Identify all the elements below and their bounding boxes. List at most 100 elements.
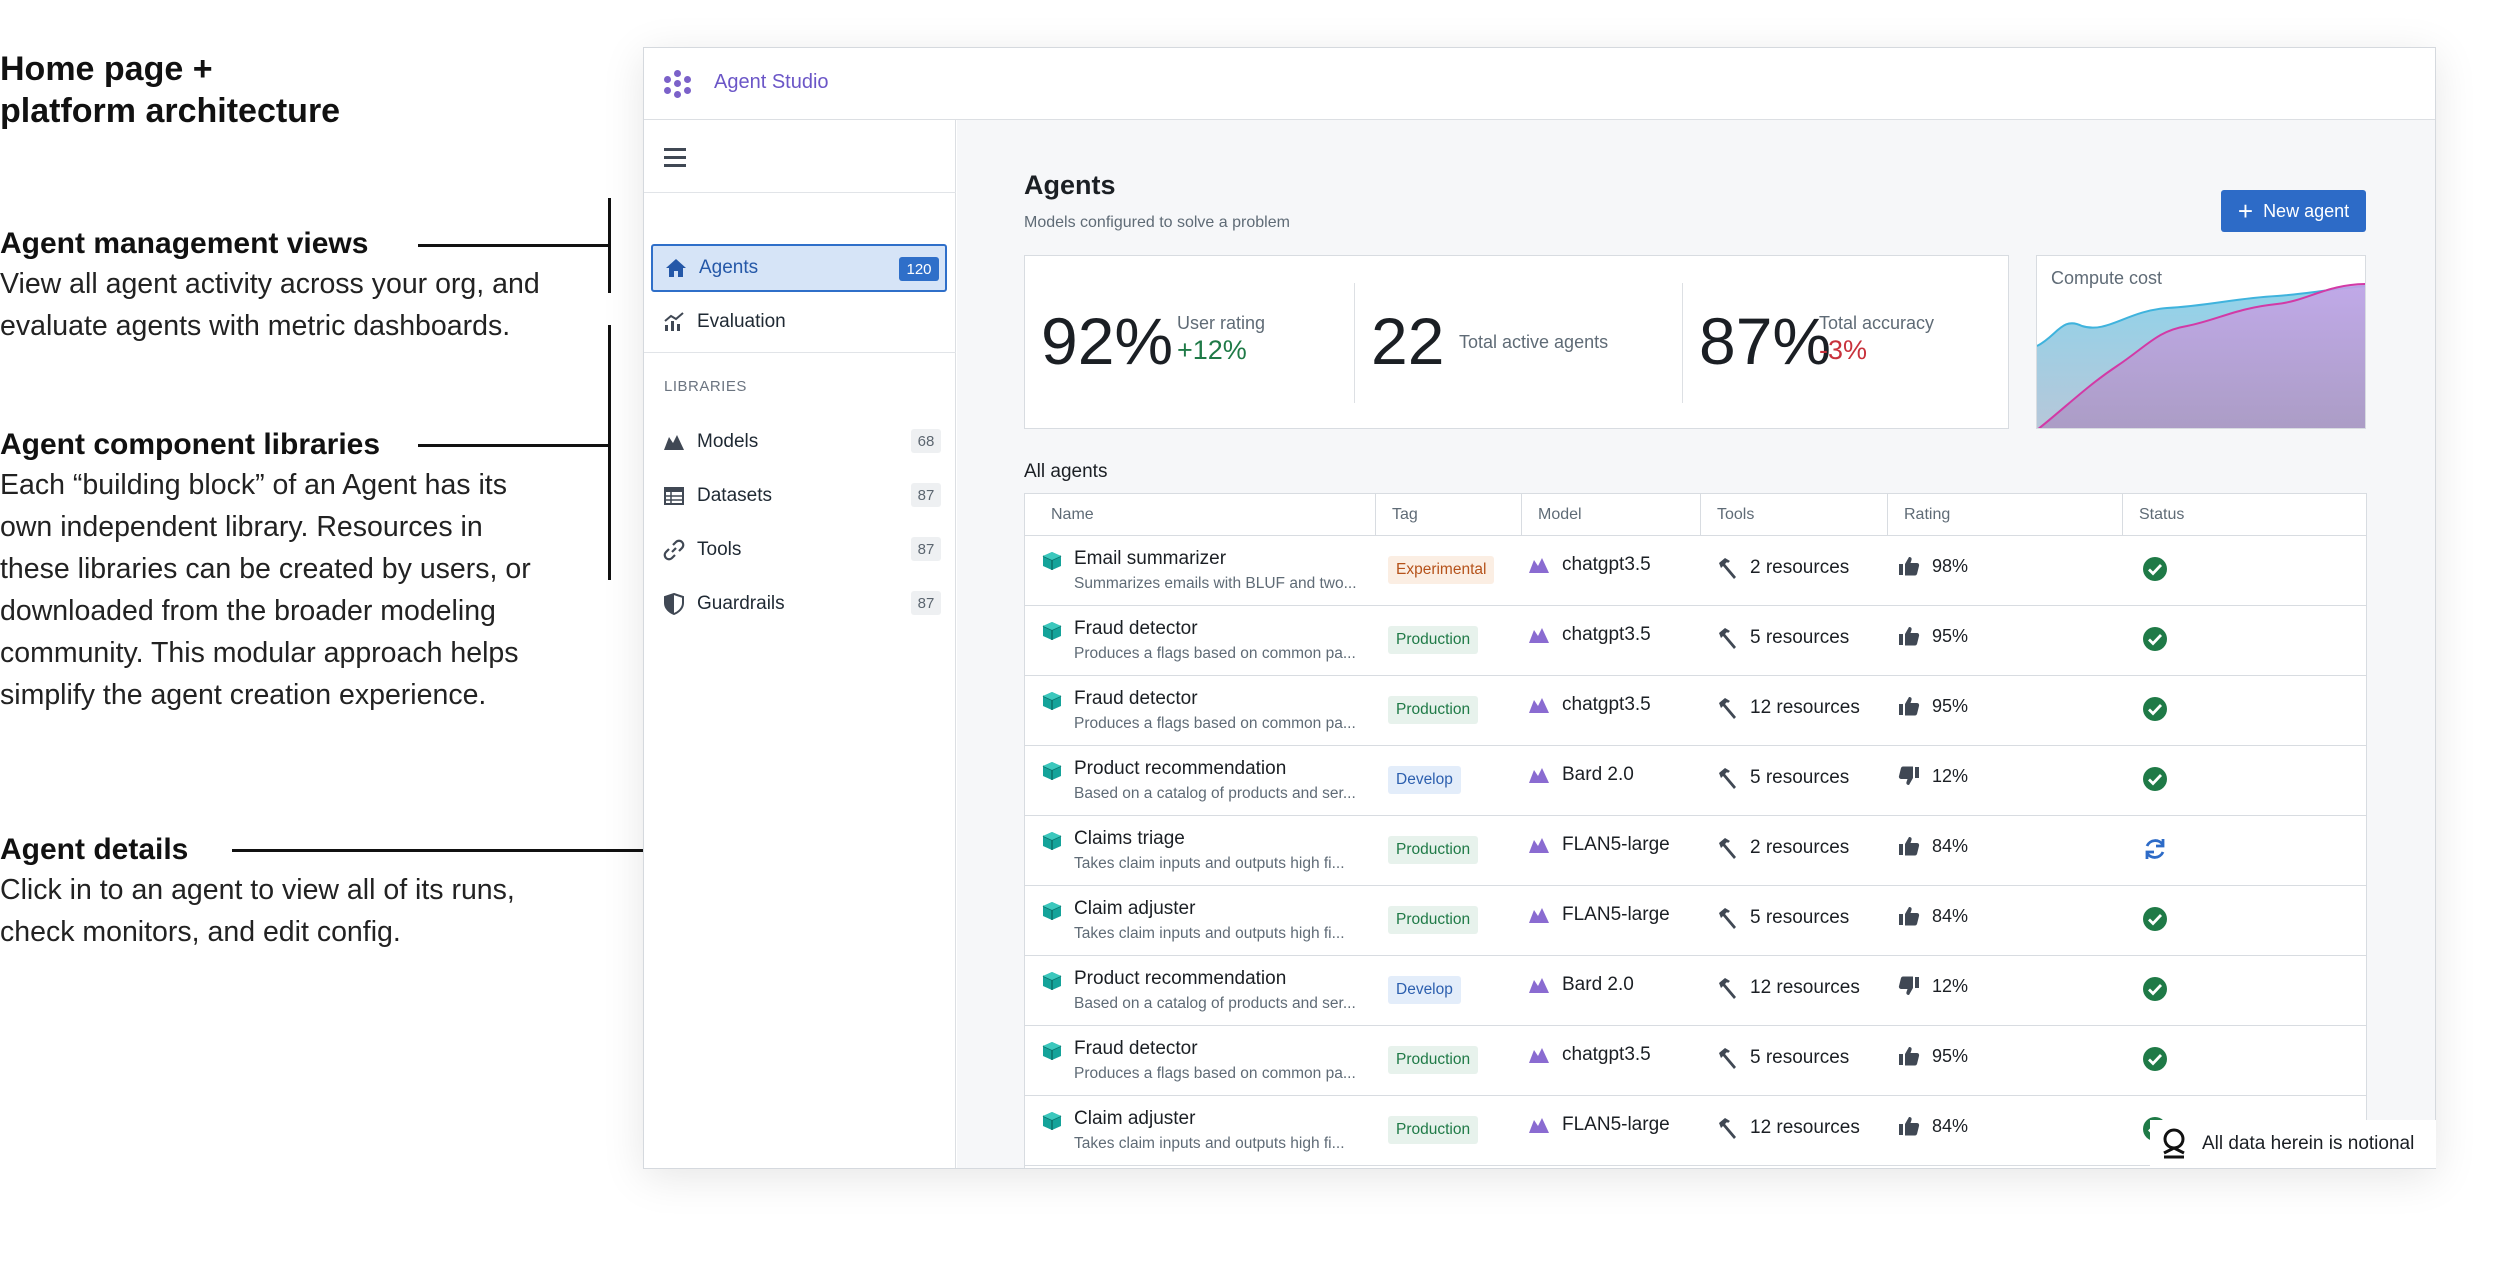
table-row[interactable]: Email summarizer Summarizes emails with B… — [1025, 536, 2366, 606]
agent-name[interactable]: Fraud detector — [1074, 688, 1198, 709]
annotation-bracket — [608, 325, 611, 580]
tools-cell: 2 resources — [1716, 836, 1849, 860]
agent-name[interactable]: Claim adjuster — [1074, 898, 1196, 919]
agent-description: Produces a flags based on common pa... — [1074, 645, 1356, 662]
model-name: FLAN5-large — [1562, 1114, 1670, 1135]
agent-cube-icon — [1042, 691, 1062, 711]
compute-cost-card[interactable]: Compute cost — [2036, 255, 2366, 429]
tools-cell: 5 resources — [1716, 1046, 1849, 1070]
divider — [1682, 283, 1683, 403]
agent-name[interactable]: Email summarizer — [1074, 548, 1227, 569]
stat-label: User rating — [1177, 313, 1266, 333]
agent-name[interactable]: Fraud detector — [1074, 618, 1198, 639]
sidebar-item-label: Models — [697, 431, 759, 452]
agent-name[interactable]: Claims triage — [1074, 828, 1185, 849]
count-badge: 68 — [911, 429, 941, 453]
thumbs-up-icon — [1898, 835, 1932, 857]
agent-cube-icon — [1042, 621, 1062, 641]
table-row[interactable]: Product recommendation Based on a catalog… — [1025, 746, 2366, 816]
agent-description: Summarizes emails with BLUF and two... — [1074, 575, 1357, 592]
annotation-component-libraries: Agent component libraries Each “building… — [0, 426, 590, 716]
status-success-icon — [2142, 626, 2168, 652]
column-header-model[interactable]: Model — [1521, 494, 1582, 536]
agent-name[interactable]: Claim adjuster — [1074, 1108, 1196, 1129]
plus-icon: + — [2237, 196, 2254, 226]
annotation-line: Each “building block” of an Agent has it… — [0, 469, 507, 501]
column-header-rating[interactable]: Rating — [1887, 494, 1950, 536]
rating-cell: 12% — [1898, 765, 1968, 787]
column-header-status[interactable]: Status — [2122, 494, 2184, 536]
agent-name[interactable]: Product recommendation — [1074, 968, 1287, 989]
thumbs-up-icon — [1898, 1045, 1932, 1067]
sidebar-item-datasets[interactable]: Datasets 87 — [651, 472, 947, 520]
annotation-title-line-1: Home page + — [0, 50, 213, 88]
column-header-name[interactable]: Name — [1051, 506, 1094, 523]
agent-name[interactable]: Product recommendation — [1074, 758, 1287, 779]
annotation-agent-details: Agent details Click in to an agent to vi… — [0, 831, 590, 953]
table-row[interactable]: Fraud detector Produces a flags based on … — [1025, 606, 2366, 676]
compute-cost-sparkline — [2037, 283, 2365, 428]
model-cell: Bard 2.0 — [1528, 764, 1634, 786]
thumbs-up-icon — [1898, 1115, 1932, 1137]
stat-label: Total accuracy — [1819, 313, 1935, 333]
table-row[interactable]: Fraud detector Produces a flags based on … — [1025, 1026, 2366, 1096]
tag-badge: Production — [1388, 696, 1479, 724]
tools-cell: 5 resources — [1716, 766, 1849, 790]
status-success-icon — [2142, 1046, 2168, 1072]
agent-name[interactable]: Fraud detector — [1074, 1038, 1198, 1059]
column-header-tools[interactable]: Tools — [1700, 494, 1754, 536]
hammer-icon — [1716, 836, 1750, 860]
sidebar-item-label: Guardrails — [697, 593, 785, 614]
model-name: chatgpt3.5 — [1562, 694, 1651, 715]
annotation-connector — [418, 444, 608, 447]
shield-icon — [663, 593, 685, 615]
count-badge: 87 — [911, 483, 941, 507]
annotation-line: own independent library. Resources in — [0, 511, 483, 543]
thumbs-down-icon — [1898, 975, 1932, 997]
chart-icon — [663, 311, 685, 333]
model-icon — [1528, 906, 1562, 924]
main-content: Agents Models configured to solve a prob… — [957, 120, 2435, 1168]
table-row[interactable]: Claim adjuster Takes claim inputs and out… — [1025, 886, 2366, 956]
model-cell: FLAN5-large — [1528, 904, 1670, 926]
model-name: FLAN5-large — [1562, 904, 1670, 925]
stat-total-accuracy: 87% Total accuracy -3% — [1683, 256, 2010, 430]
sidebar-item-agents[interactable]: Agents 120 — [651, 244, 947, 292]
tools-cell: 12 resources — [1716, 696, 1860, 720]
model-icon — [1528, 766, 1562, 784]
agent-description: Takes claim inputs and outputs high fi..… — [1074, 1135, 1345, 1152]
rating-value: 84% — [1932, 1115, 1969, 1136]
tools-cell: 5 resources — [1716, 906, 1849, 930]
app-window: Agent Studio Agents 120 Evaluation LIBRA… — [643, 47, 2436, 1169]
table-header: Name Tag Model Tools Rating Status — [1025, 494, 2366, 536]
table-row[interactable]: Claims triage Takes claim inputs and outp… — [1025, 816, 2366, 886]
sidebar-item-tools[interactable]: Tools 87 — [651, 526, 947, 574]
app-title[interactable]: Agent Studio — [714, 71, 829, 93]
tools-cell: 12 resources — [1716, 1116, 1860, 1140]
divider — [1354, 283, 1355, 403]
new-agent-button[interactable]: + New agent — [2221, 190, 2366, 232]
rating-cell: 98% — [1898, 555, 1968, 577]
annotation-heading: Agent component libraries — [0, 428, 381, 461]
sidebar-item-guardrails[interactable]: Guardrails 87 — [651, 580, 947, 628]
table-row[interactable]: Product recommendation Based on a catalog… — [1025, 956, 2366, 1026]
rating-value: 95% — [1932, 695, 1969, 716]
tools-count: 12 resources — [1750, 1117, 1860, 1138]
rating-value: 12% — [1932, 765, 1969, 786]
status-success-icon — [2142, 766, 2168, 792]
agent-description: Produces a flags based on common pa... — [1074, 715, 1356, 732]
column-header-tag[interactable]: Tag — [1375, 494, 1418, 536]
sidebar-item-evaluation[interactable]: Evaluation — [651, 298, 947, 346]
count-badge: 120 — [899, 257, 939, 281]
model-name: chatgpt3.5 — [1562, 624, 1651, 645]
rating-cell: 95% — [1898, 1045, 1968, 1067]
link-icon — [663, 539, 685, 561]
table-row[interactable]: Claim adjuster Takes claim inputs and out… — [1025, 1096, 2366, 1166]
annotation-heading: Agent management views — [0, 227, 369, 260]
stat-delta: -3% — [1819, 335, 1868, 365]
hamburger-icon[interactable] — [664, 148, 686, 167]
annotation-agent-management: Agent management views View all agent ac… — [0, 225, 590, 347]
sidebar-item-models[interactable]: Models 68 — [651, 418, 947, 466]
page-subtitle: Models configured to solve a problem — [1024, 214, 1290, 231]
table-row[interactable]: Fraud detector Produces a flags based on … — [1025, 676, 2366, 746]
